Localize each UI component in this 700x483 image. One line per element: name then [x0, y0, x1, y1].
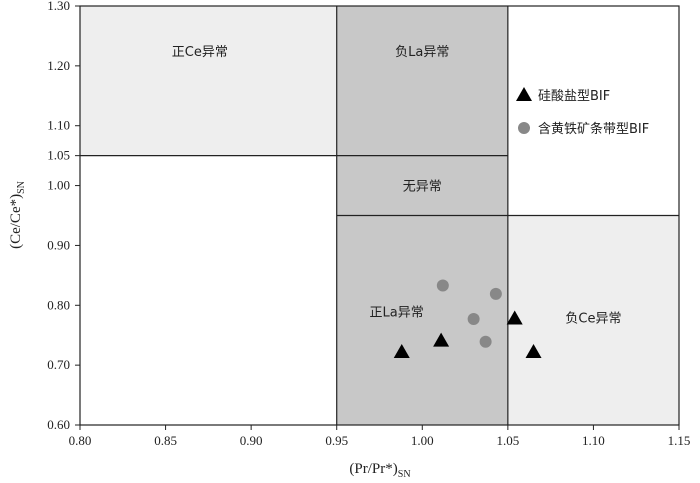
series-2-point-4: [479, 335, 492, 348]
region-label-5: 负Ce异常: [565, 311, 621, 326]
series-2-point-1: [436, 279, 449, 292]
y-axis-title: (Ce/Ce*)SN: [8, 181, 27, 249]
x-tick-0.90: 0.90: [240, 433, 263, 448]
region-3: [336, 155, 508, 216]
y-tick-0.80: 0.80: [47, 297, 70, 312]
x-tick-1.00: 1.00: [411, 433, 434, 448]
plot-frame: [79, 5, 680, 426]
y-axis-ticks: 0.60 0.70 0.80 0.90 1.00 1.05 1.10 1.20 1.30: [47, 0, 80, 432]
x-tick-1.10: 1.10: [582, 433, 605, 448]
region-label-1: 正Ce异常: [172, 45, 228, 60]
legend: 硅酸盐型BIF 含黄铁矿条带型BIF: [516, 87, 649, 137]
region-1: [80, 6, 337, 156]
region-label-3: 无异常: [403, 180, 442, 195]
series-1-point-3: [506, 310, 523, 325]
y-tick-0.90: 0.90: [47, 237, 70, 252]
legend-marker-2: [518, 122, 530, 134]
y-tick-1.20: 1.20: [47, 58, 70, 73]
region-5: [507, 215, 679, 425]
series-2-point-2: [489, 287, 502, 300]
region-label-4: 正La异常: [370, 305, 424, 320]
y-axis-title-main: (Ce/Ce*): [8, 194, 24, 249]
region-label-2: 负La异常: [395, 45, 449, 60]
legend-marker-1: [516, 87, 532, 101]
series-1-point-1: [393, 343, 410, 358]
y-tick-1.00: 1.00: [47, 178, 70, 193]
x-tick-0.95: 0.95: [325, 433, 348, 448]
y-tick-0.70: 0.70: [47, 357, 70, 372]
y-tick-1.30: 1.30: [47, 0, 70, 13]
x-axis-title-sub: SN: [398, 469, 411, 480]
series-2-point-3: [467, 313, 480, 326]
series-1-point-2: [433, 332, 450, 347]
x-axis-title: (Pr/Pr*)SN: [349, 461, 410, 480]
regions: [80, 6, 679, 425]
x-tick-1.05: 1.05: [496, 433, 519, 448]
y-axis-title-sub: SN: [16, 181, 27, 194]
y-tick-1.05: 1.05: [47, 148, 70, 163]
y-tick-0.60: 0.60: [47, 417, 70, 432]
region-borders: [79, 5, 680, 426]
y-tick-1.10: 1.10: [47, 118, 70, 133]
series-1-point-4: [525, 343, 542, 358]
x-axis-title-main: (Pr/Pr*): [349, 461, 397, 477]
x-tick-0.85: 0.85: [154, 433, 177, 448]
legend-label-1: 硅酸盐型BIF: [538, 89, 610, 104]
x-tick-0.80: 0.80: [69, 433, 92, 448]
x-tick-1.15: 1.15: [668, 433, 691, 448]
x-axis-ticks: 0.80 0.85 0.90 0.95 1.00 1.05 1.10 1.15: [69, 425, 691, 448]
legend-label-2: 含黄铁矿条带型BIF: [538, 121, 649, 137]
data-points: [393, 279, 542, 358]
